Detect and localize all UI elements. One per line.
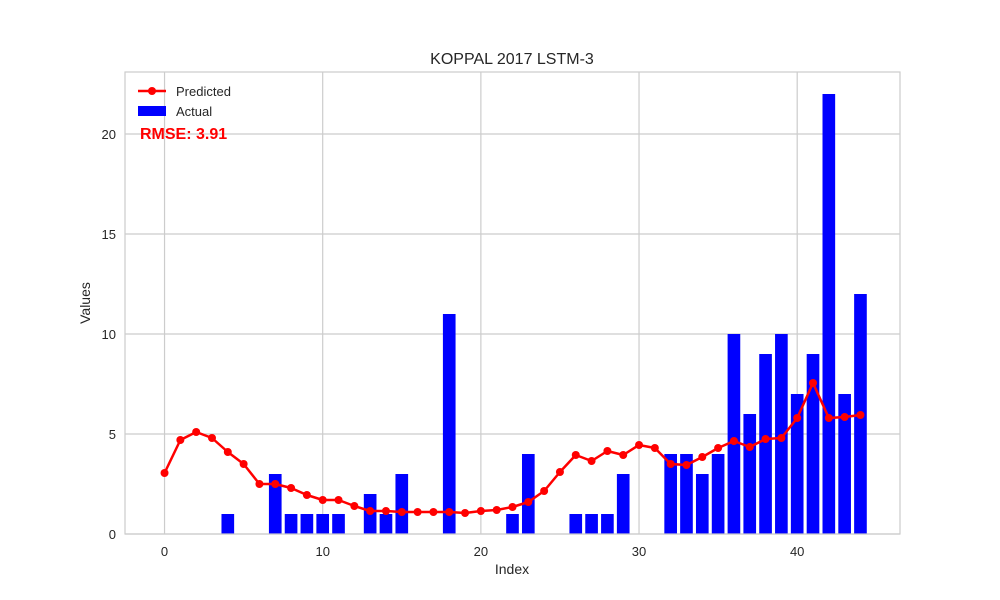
y-tick-label: 10: [102, 327, 116, 342]
actual-bar: [790, 394, 804, 534]
actual-bar: [695, 474, 709, 534]
chart-title: KOPPAL 2017 LSTM-3: [430, 51, 594, 68]
plot-frame: [124, 71, 901, 535]
y-tick-label: 20: [102, 127, 116, 142]
predicted-point: [524, 498, 533, 506]
predicted-point: [761, 435, 770, 443]
actual-bar: [332, 514, 345, 534]
predicted-point: [635, 441, 644, 449]
predicted-point: [587, 457, 596, 465]
predicted-point: [840, 413, 849, 421]
y-tick-label: 5: [109, 427, 116, 442]
predicted-point: [255, 480, 264, 488]
predicted-point: [160, 469, 169, 477]
y-tick-label: 0: [109, 527, 116, 542]
actual-bar: [759, 354, 772, 534]
actual-bar: [300, 514, 314, 534]
actual-bar: [521, 454, 535, 534]
actual-bar: [743, 414, 757, 534]
predicted-point: [729, 437, 738, 445]
predicted-point: [492, 506, 501, 514]
predicted-point: [698, 453, 707, 461]
predicted-point: [397, 508, 406, 516]
predicted-point: [793, 414, 802, 422]
predicted-point: [714, 444, 723, 452]
predicted-point: [777, 434, 786, 442]
predicted-point: [223, 448, 232, 456]
predicted-point: [429, 508, 438, 516]
predicted-point: [302, 491, 311, 499]
predicted-point: [824, 414, 833, 422]
rmse-annotation: RMSE: 3.91: [140, 126, 227, 143]
actual-bar: [727, 334, 741, 534]
actual-bar: [506, 514, 519, 534]
predicted-point: [571, 451, 580, 459]
legend: Predicted Actual: [138, 84, 231, 119]
actual-bars: [221, 94, 867, 534]
x-tick-label: 30: [632, 544, 646, 559]
actual-bar: [284, 514, 298, 534]
actual-bar: [822, 94, 836, 534]
predicted-point: [540, 487, 549, 495]
predicted-point: [809, 379, 818, 387]
predicted-point: [207, 434, 216, 442]
actual-bar: [221, 514, 235, 534]
ticks: 0 10 20 30 40 0 5 10 15 20: [102, 127, 805, 559]
x-tick-label: 10: [315, 544, 329, 559]
actual-bar: [806, 354, 820, 534]
predicted-point: [619, 451, 628, 459]
actual-bar: [268, 474, 282, 534]
predicted-point: [745, 443, 754, 451]
y-tick-label: 15: [102, 227, 116, 242]
actual-bar: [838, 394, 851, 534]
predicted-point: [666, 460, 675, 468]
predicted-point: [318, 496, 327, 504]
predicted-point: [461, 509, 470, 517]
predicted-point: [603, 447, 612, 455]
x-axis-label: Index: [495, 561, 529, 577]
predicted-point: [366, 507, 375, 515]
actual-bar: [316, 514, 330, 534]
predicted-point: [650, 444, 659, 452]
predicted-point: [856, 411, 865, 419]
actual-bar: [395, 474, 409, 534]
legend-actual-label: Actual: [176, 104, 212, 119]
x-tick-label: 40: [790, 544, 804, 559]
predicted-point: [192, 428, 201, 436]
predicted-point: [508, 503, 517, 511]
y-axis-label: Values: [77, 282, 93, 324]
predicted-point: [271, 480, 280, 488]
actual-bar: [711, 454, 725, 534]
actual-bar: [379, 514, 393, 534]
legend-predicted-marker-icon: [148, 87, 156, 95]
legend-predicted-label: Predicted: [176, 84, 231, 99]
predicted-point: [413, 508, 422, 516]
predicted-point: [555, 468, 564, 476]
x-tick-label: 20: [474, 544, 488, 559]
predicted-point: [682, 461, 691, 469]
actual-bar: [569, 514, 583, 534]
predicted-point: [350, 502, 359, 510]
predicted-point: [445, 508, 454, 516]
predicted-point: [176, 436, 185, 444]
x-tick-label: 0: [161, 544, 168, 559]
predicted-point: [381, 507, 390, 515]
predicted-line: [160, 379, 865, 517]
actual-bar: [616, 474, 630, 534]
actual-bar: [680, 454, 693, 534]
predicted-point: [287, 484, 296, 492]
predicted-point: [239, 460, 248, 468]
actual-bar: [442, 314, 456, 534]
actual-bar: [664, 454, 677, 534]
legend-actual-swatch-icon: [138, 106, 166, 116]
predicted-point: [334, 496, 343, 504]
predicted-point: [476, 507, 485, 515]
actual-bar: [585, 514, 598, 534]
actual-bar: [601, 514, 614, 534]
